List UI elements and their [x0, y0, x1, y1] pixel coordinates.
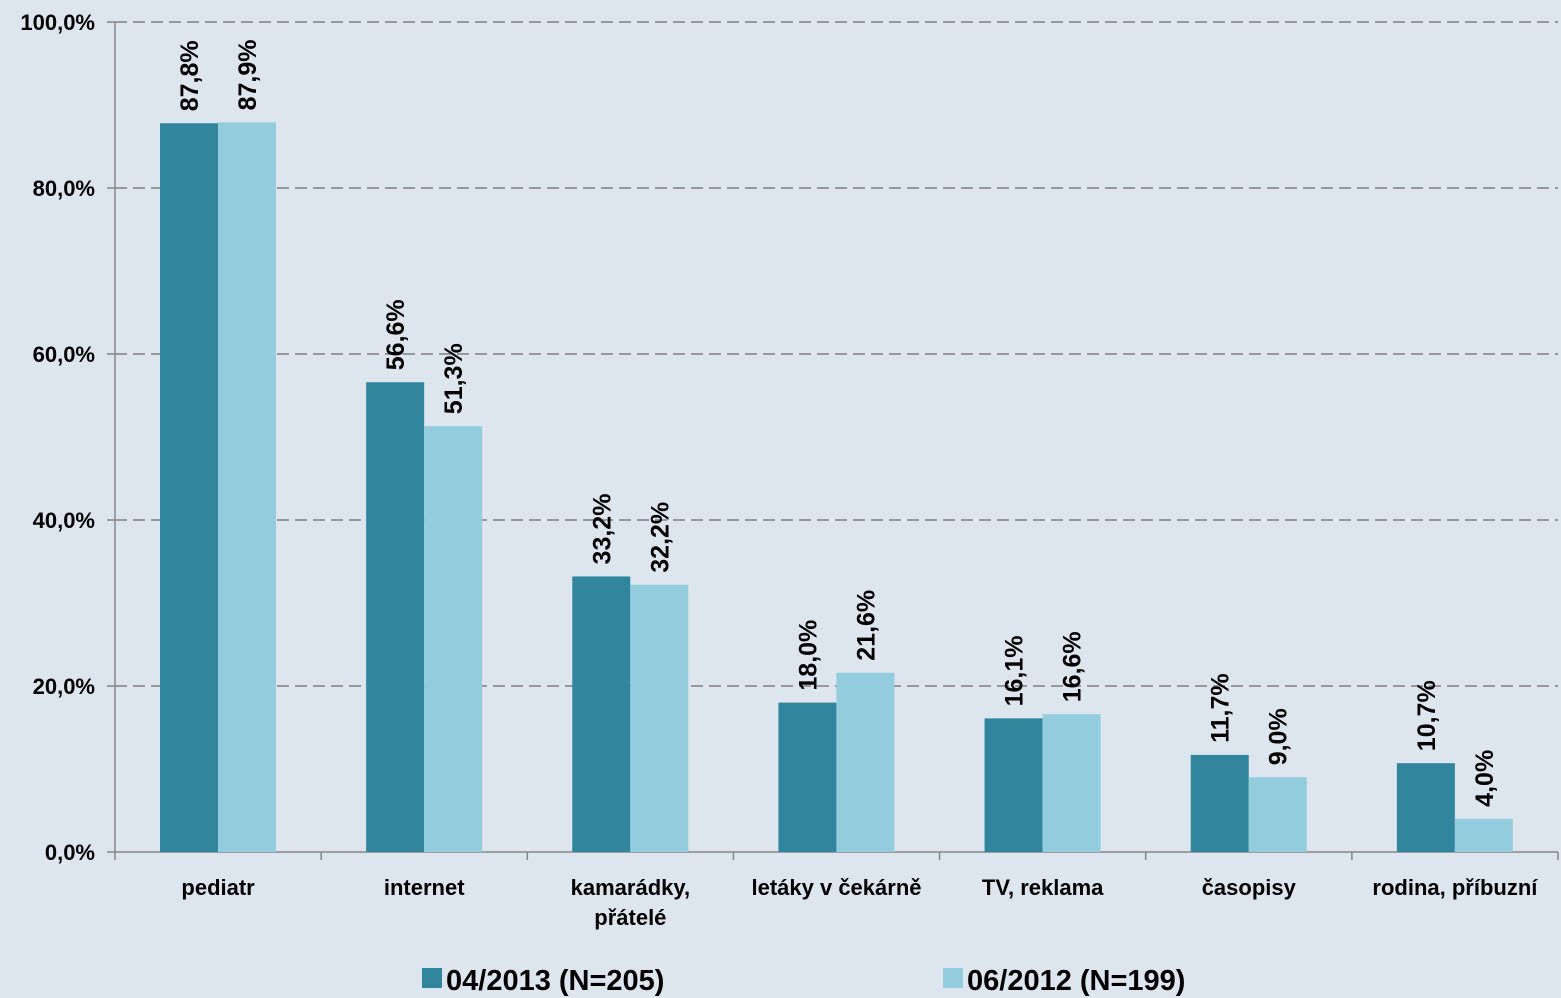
- y-tick-label: 20,0%: [33, 674, 95, 699]
- bar: [366, 382, 425, 852]
- legend: 04/2013 (N=205) 06/2012 (N=199): [422, 965, 1185, 997]
- data-label: 18,0%: [794, 620, 822, 691]
- bar: [1248, 777, 1307, 852]
- x-tick-label: pediatr: [181, 875, 255, 900]
- data-label: 4,0%: [1471, 750, 1499, 807]
- data-labels: 87,8% 56,6% 33,2% 18,0% 16,1% 11,7% 10,7% 87,9%…: [176, 40, 1499, 807]
- bar: [1396, 763, 1455, 852]
- legend-label: 06/2012 (N=199): [967, 965, 1185, 997]
- data-label: 11,7%: [1207, 673, 1235, 743]
- x-tick-label: internet: [384, 875, 465, 900]
- bar: [160, 123, 218, 852]
- x-tick-label: TV, reklama: [982, 875, 1104, 900]
- x-tick-label: rodina, příbuzní: [1372, 875, 1538, 900]
- bar: [836, 672, 895, 852]
- bar: [1042, 714, 1101, 852]
- x-tick-label: letáky v čekárně: [751, 875, 921, 900]
- x-tick-label: časopisy: [1202, 875, 1297, 900]
- data-label: 87,9%: [234, 40, 262, 111]
- bar: [1190, 754, 1249, 852]
- data-label: 21,6%: [852, 590, 880, 661]
- bar: [984, 718, 1043, 852]
- data-label: 9,0%: [1265, 708, 1293, 765]
- legend-swatch: [943, 968, 963, 988]
- data-label: 33,2%: [588, 494, 616, 565]
- data-label: 87,8%: [176, 40, 204, 111]
- y-tick-label: 40,0%: [33, 508, 95, 533]
- bar: [1454, 818, 1513, 852]
- x-tick-label: kamarádky, přátelé: [571, 875, 690, 930]
- bar: [424, 426, 483, 852]
- y-tick-label: 100,0%: [20, 10, 95, 35]
- bar: [572, 576, 631, 852]
- data-label: 51,3%: [440, 343, 468, 414]
- data-label: 56,6%: [382, 299, 410, 370]
- data-label: 10,7%: [1413, 680, 1441, 751]
- y-tick-label: 0,0%: [45, 840, 95, 865]
- bar: [778, 702, 837, 852]
- gridlines: [115, 21, 1558, 687]
- bar: [218, 122, 276, 853]
- data-label: 32,2%: [646, 502, 674, 573]
- data-label: 16,1%: [1001, 635, 1029, 706]
- bars: [160, 122, 1513, 853]
- data-label: 16,6%: [1059, 631, 1087, 702]
- y-tick-label: 80,0%: [33, 176, 95, 201]
- legend-label: 04/2013 (N=205): [446, 965, 664, 997]
- bar: [630, 584, 689, 852]
- legend-swatch: [422, 968, 442, 988]
- y-tick-label: 60,0%: [33, 342, 95, 367]
